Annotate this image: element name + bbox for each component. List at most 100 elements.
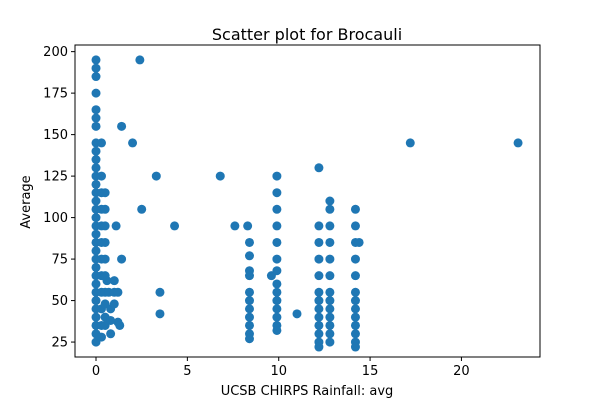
data-point [350, 287, 360, 297]
data-point [137, 204, 147, 214]
data-point [170, 221, 180, 231]
data-point [314, 342, 324, 352]
data-point [314, 329, 324, 339]
x-tick-label: 20 [453, 364, 470, 379]
data-point [91, 88, 101, 98]
data-point [244, 287, 254, 297]
data-point [100, 188, 110, 198]
y-tick-label: 25 [51, 336, 68, 351]
data-point [91, 246, 101, 256]
y-tick-label: 200 [43, 45, 68, 60]
data-point [272, 254, 282, 264]
data-point [325, 196, 335, 206]
data-point [272, 304, 282, 314]
data-point [325, 271, 335, 281]
data-point [106, 329, 116, 339]
y-tick-label: 100 [43, 211, 68, 226]
data-point [91, 262, 101, 272]
data-point [272, 204, 282, 214]
data-point [314, 237, 324, 247]
data-point [91, 121, 101, 131]
y-tick-label: 75 [51, 253, 68, 268]
data-point [91, 213, 101, 223]
data-point [325, 296, 335, 306]
plot-area [74, 44, 541, 358]
data-point [314, 296, 324, 306]
data-point [272, 287, 282, 297]
data-point [325, 320, 335, 330]
data-point [272, 171, 282, 181]
data-point [91, 55, 101, 65]
x-tick-label: 0 [92, 364, 100, 379]
data-point [350, 342, 360, 352]
data-point [230, 221, 240, 231]
data-point [350, 296, 360, 306]
data-point [244, 304, 254, 314]
data-point [155, 309, 165, 319]
data-point [128, 138, 138, 148]
data-point [314, 287, 324, 297]
y-axis: 25 50 75 100 125 150 175 200 [43, 45, 75, 351]
data-point [91, 155, 101, 165]
data-point [100, 254, 110, 264]
data-point [109, 299, 119, 309]
data-point [325, 312, 335, 322]
data-point [244, 271, 254, 281]
data-point [325, 204, 335, 214]
data-point [314, 304, 324, 314]
data-points [91, 55, 523, 352]
data-point [109, 276, 119, 286]
data-point [350, 254, 360, 264]
data-point [314, 254, 324, 264]
data-point [272, 221, 282, 231]
data-point [91, 312, 101, 322]
data-point [350, 271, 360, 281]
x-axis: 0 5 10 15 20 [92, 357, 470, 379]
y-tick-label: 50 [51, 294, 68, 309]
data-point [115, 320, 125, 330]
data-point [244, 334, 254, 344]
data-point [91, 72, 101, 82]
data-point [100, 237, 110, 247]
data-point [100, 204, 110, 214]
data-point [244, 296, 254, 306]
data-point [325, 337, 335, 347]
chart-title: Scatter plot for Brocauli [212, 25, 402, 44]
data-point [111, 221, 121, 231]
data-point [513, 138, 523, 148]
y-tick-label: 150 [43, 128, 68, 143]
data-point [155, 287, 165, 297]
data-point [91, 179, 101, 189]
x-tick-label: 10 [270, 364, 287, 379]
data-point [244, 320, 254, 330]
data-point [292, 309, 302, 319]
data-point [272, 237, 282, 247]
data-point [96, 138, 106, 148]
data-point [215, 171, 225, 181]
data-point [135, 55, 145, 65]
data-point [91, 113, 101, 123]
data-point [244, 312, 254, 322]
data-point [102, 276, 112, 286]
data-point [113, 287, 123, 297]
x-tick-label: 15 [362, 364, 379, 379]
data-point [91, 163, 101, 173]
data-point [91, 146, 101, 156]
data-point [117, 254, 127, 264]
data-point [91, 229, 101, 239]
data-point [151, 171, 161, 181]
data-point [314, 312, 324, 322]
data-point [350, 221, 360, 231]
data-point [325, 221, 335, 231]
y-tick-label: 175 [43, 87, 68, 102]
data-point [314, 221, 324, 231]
data-point [272, 188, 282, 198]
data-point [325, 329, 335, 339]
data-point [91, 63, 101, 73]
data-point [350, 304, 360, 314]
y-tick-label: 125 [43, 170, 68, 185]
data-point [272, 312, 282, 322]
data-point [354, 237, 364, 247]
data-point [325, 254, 335, 264]
